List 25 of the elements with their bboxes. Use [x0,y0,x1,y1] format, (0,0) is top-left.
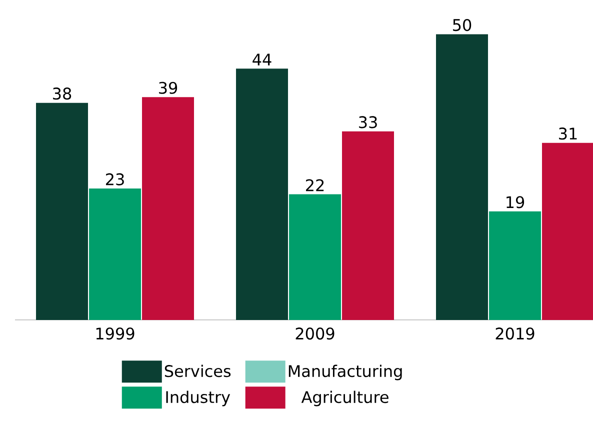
bar [142,97,194,320]
x-tick-label: 2009 [296,328,334,340]
bar [289,194,342,320]
legend-label: Industry [166,390,230,406]
bar [436,34,488,320]
data-label: 31 [559,128,577,140]
bar [89,188,142,320]
data-label: 44 [252,54,272,66]
legend-label: Manufacturing [288,364,402,380]
legend-label: Agriculture [301,390,388,406]
x-tick-label: 2019 [496,328,534,340]
bar [342,131,394,320]
data-label: 50 [453,18,472,32]
bar [542,142,593,320]
x-tick-label: 1999 [96,328,134,340]
bar [36,102,88,320]
data-label: 39 [159,82,178,94]
data-label: 23 [106,173,124,186]
bar [489,211,541,320]
data-label: 19 [506,196,524,208]
legend-label: Services [164,364,231,378]
data-label: 38 [53,88,72,100]
data-label: 22 [306,179,324,192]
data-label: 33 [359,116,377,128]
bar [236,68,288,320]
